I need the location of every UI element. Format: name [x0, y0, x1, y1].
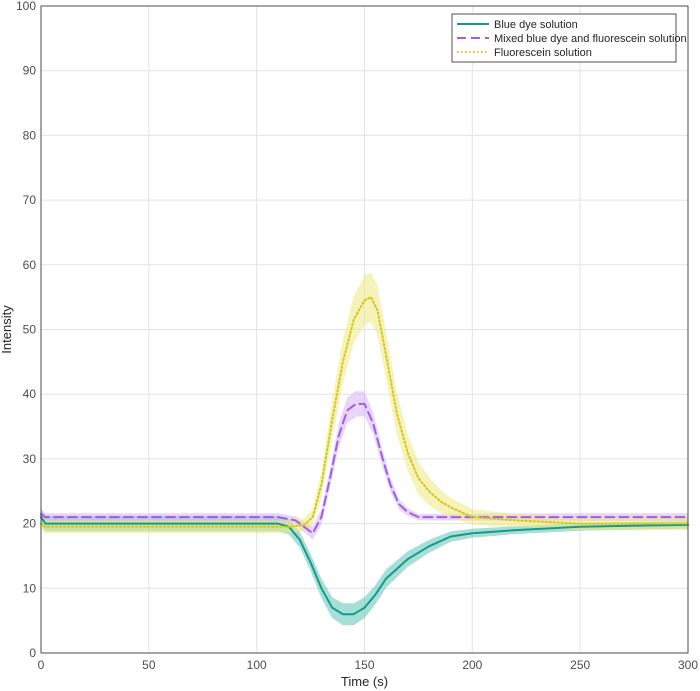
tick-labels: 0 50 100 150 200 250 300 0 10 20 30 40 50 60 70 80 90 100 [16, 0, 698, 672]
x-tick-label: 300 [678, 658, 698, 672]
legend-label: Mixed blue dye and fluorescein solution [494, 33, 687, 45]
y-tick-label: 100 [16, 0, 36, 13]
series-line-3 [40, 296, 689, 528]
plot-frame [40, 5, 689, 654]
y-tick-label: 0 [29, 646, 36, 660]
legend-box [451, 13, 677, 63]
legend-label: Blue dye solution [494, 19, 578, 31]
legend-label: Fluorescein solution [494, 47, 592, 59]
y-tick-label: 60 [23, 258, 37, 272]
y-tick-label: 80 [23, 128, 37, 142]
y-axis-label: Intensity [0, 305, 14, 354]
y-tick-label: 50 [23, 323, 37, 337]
series-band-3 [41, 272, 688, 534]
y-tick-label: 40 [23, 387, 37, 401]
x-tick-label: 100 [247, 658, 267, 672]
y-tick-label: 70 [23, 193, 37, 207]
y-tick-label: 10 [23, 581, 37, 595]
y-tick-label: 20 [23, 517, 37, 531]
series-line-2 [40, 402, 689, 535]
x-tick-label: 200 [462, 658, 482, 672]
series-line-1 [40, 516, 689, 616]
legend: Blue dye solution Mixed blue dye and fluo… [451, 13, 687, 63]
confidence-bands [41, 272, 688, 626]
x-tick-label: 150 [354, 658, 374, 672]
x-tick-label: 50 [142, 658, 156, 672]
grid [40, 5, 689, 654]
y-tick-label: 90 [23, 64, 37, 78]
x-axis-label: Time (s) [341, 674, 388, 689]
y-tick-label: 30 [23, 452, 37, 466]
x-tick-label: 0 [38, 658, 45, 672]
series-lines [40, 296, 689, 616]
x-tick-label: 250 [570, 658, 590, 672]
